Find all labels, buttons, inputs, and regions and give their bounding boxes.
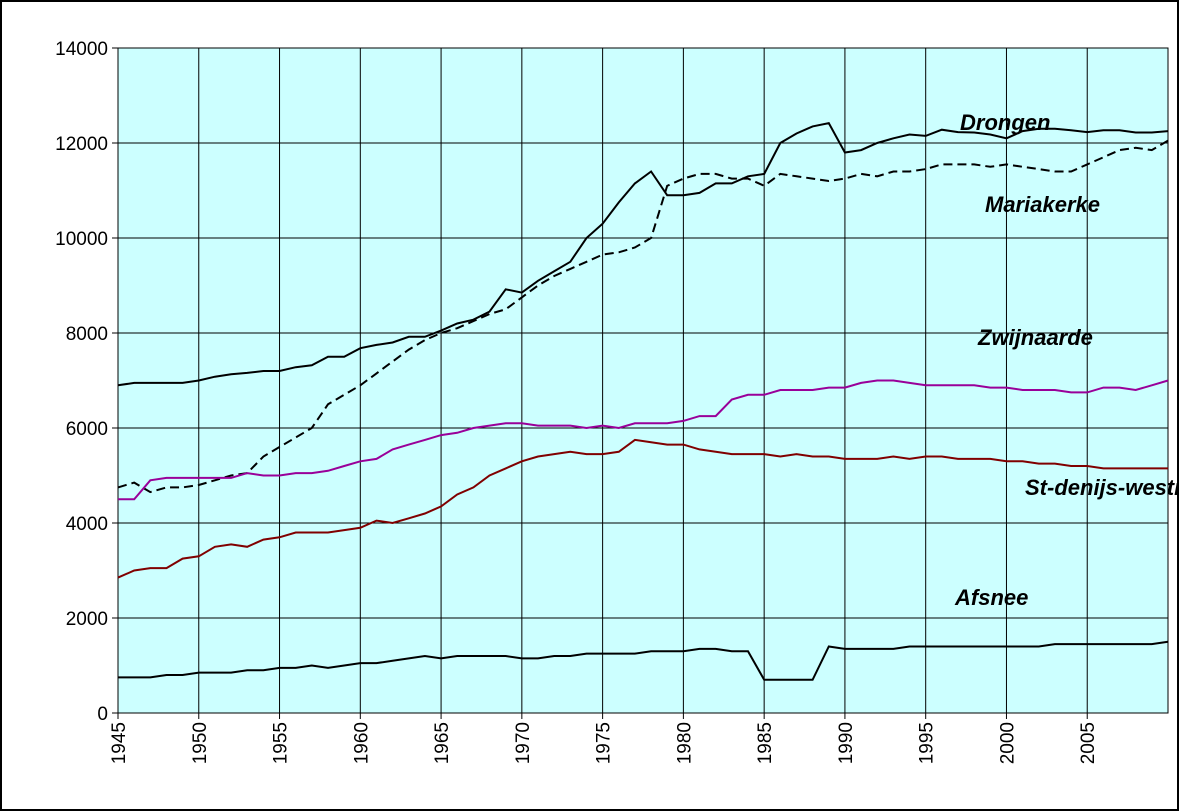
plot-area [117,47,1169,714]
series-line [118,379,1169,501]
x-tick-label: 1995 [917,722,938,764]
y-tick-label: 6000 [66,419,108,440]
x-tick-label: 1990 [836,722,857,764]
x-tick-label: 1975 [594,722,615,764]
y-tick-label: 8000 [66,324,108,345]
y-tick-label: 4000 [66,514,108,535]
x-tick-label: 1955 [271,722,292,764]
y-tick-label: 14000 [55,39,108,60]
y-tick-label: 2000 [66,609,108,630]
x-tick-label: 1950 [190,722,211,764]
series-label: Afsnee [954,585,1028,610]
y-tick-label: 10000 [55,229,108,250]
x-tick-label: 2005 [1078,722,1099,764]
series-line [117,121,1169,387]
series-line [118,640,1169,681]
x-tick-label: 1970 [513,722,534,764]
x-tick-label: 2000 [997,722,1018,764]
y-tick-label: 0 [97,704,108,725]
y-tick-label: 12000 [55,134,108,155]
x-tick-label: 1965 [432,722,453,764]
series-line [117,139,1169,494]
series-label: Mariakerke [985,192,1100,217]
x-tick-label: 1985 [755,722,776,764]
series-label: Zwijnaarde [977,325,1093,350]
series-line [117,438,1168,579]
x-tick-label: 1960 [351,722,372,764]
series-label: Drongen [960,110,1050,135]
x-tick-label: 1980 [674,722,695,764]
series-label: St-denijs-westrem [1025,475,1179,500]
x-tick-label: 1945 [109,722,130,764]
